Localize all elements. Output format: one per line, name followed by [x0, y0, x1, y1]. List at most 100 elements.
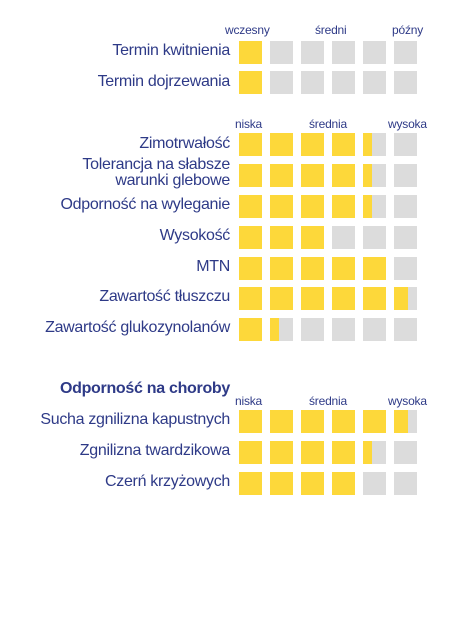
rating-cell: [270, 410, 293, 433]
rating-cell-fill: [270, 257, 293, 280]
rating-cell: [394, 441, 417, 464]
rating-cell-fill: [270, 226, 293, 249]
rating-cell: [332, 287, 355, 310]
trait-label-line: warunki glebowe: [115, 172, 230, 189]
rating-cell: [363, 318, 386, 341]
rating-cell: [363, 133, 386, 156]
rating-cell: [363, 410, 386, 433]
rating-cell-fill: [363, 133, 373, 156]
rating-cell: [363, 226, 386, 249]
rating-cell-fill: [301, 195, 324, 218]
rating-cell-fill: [363, 287, 386, 310]
rating-cell: [332, 472, 355, 495]
rating-cell: [239, 318, 262, 341]
rating-cell-fill: [332, 133, 355, 156]
rating-cell-fill: [270, 287, 293, 310]
rating-cell-fill: [332, 472, 355, 495]
rating-cell: [239, 472, 262, 495]
rating-cell: [332, 164, 355, 187]
rating-cell: [270, 441, 293, 464]
rating-cell-fill: [332, 287, 355, 310]
rating-cell: [239, 41, 262, 64]
rating-cell-fill: [332, 195, 355, 218]
rating-cell-fill: [270, 410, 293, 433]
rating-cell: [239, 133, 262, 156]
rating-cell: [301, 472, 324, 495]
scale-label-low: niska: [235, 394, 263, 408]
rating-cell: [301, 287, 324, 310]
rating-cell-fill: [363, 257, 386, 280]
trait-label-height: Wysokość: [159, 227, 231, 244]
rating-cell: [394, 410, 417, 433]
scale-label-medium: średni: [315, 23, 347, 37]
rating-cell: [270, 41, 293, 64]
rating-cell: [301, 71, 324, 94]
rating-cell: [363, 41, 386, 64]
rating-cell-fill: [239, 318, 262, 341]
rating-cell-fill: [270, 164, 293, 187]
rating-cell: [301, 410, 324, 433]
rating-bar: [239, 71, 417, 94]
rating-cell-fill: [332, 164, 355, 187]
scale-label-late: późny: [392, 23, 424, 37]
rating-cell: [394, 287, 417, 310]
rating-cell-fill: [239, 133, 262, 156]
rating-cell: [270, 226, 293, 249]
rating-cell: [270, 164, 293, 187]
rating-cell-fill: [270, 441, 293, 464]
rating-cell-fill: [270, 472, 293, 495]
rating-cell: [363, 472, 386, 495]
rating-cell: [332, 71, 355, 94]
rating-cell: [363, 71, 386, 94]
rating-cell: [301, 41, 324, 64]
rating-cell-fill: [270, 318, 280, 341]
disease-label-blackleg: Sucha zgnilizna kapustnych: [40, 411, 230, 428]
rating-cell: [301, 441, 324, 464]
rating-cell-fill: [239, 195, 262, 218]
rating-bar: [239, 257, 417, 280]
rating-cell: [270, 133, 293, 156]
rating-bar: [239, 441, 417, 464]
rating-cell-fill: [363, 410, 386, 433]
rating-cell: [301, 257, 324, 280]
rating-cell-fill: [363, 164, 373, 187]
rating-cell: [363, 287, 386, 310]
scale-label-early: wczesny: [225, 23, 270, 37]
rating-cell-fill: [363, 195, 373, 218]
rating-cell: [239, 164, 262, 187]
rating-bar: [239, 318, 417, 341]
scale-label-medium: średnia: [309, 394, 347, 408]
rating-bar: [239, 226, 417, 249]
rating-cell-fill: [301, 287, 324, 310]
rating-cell: [394, 133, 417, 156]
rating-cell: [239, 410, 262, 433]
rating-cell: [239, 441, 262, 464]
rating-bar: [239, 472, 417, 495]
rating-cell: [363, 164, 386, 187]
scale-label-medium: średnia: [309, 117, 347, 131]
rating-cell-fill: [301, 133, 324, 156]
rating-cell-fill: [239, 257, 262, 280]
rating-bar: [239, 287, 417, 310]
rating-bar: [239, 164, 417, 187]
rating-cell: [270, 287, 293, 310]
rating-cell: [332, 133, 355, 156]
rating-bar: [239, 410, 417, 433]
rating-cell-fill: [363, 441, 373, 464]
trait-label-flowering-time: Termin kwitnienia: [112, 42, 230, 59]
rating-cell-fill: [301, 410, 324, 433]
rating-cell-fill: [239, 71, 262, 94]
rating-cell: [394, 226, 417, 249]
rating-cell-fill: [301, 226, 324, 249]
rating-bar: [239, 195, 417, 218]
rating-cell-fill: [332, 441, 355, 464]
section-heading-disease-resistance: Odporność na choroby: [59, 380, 230, 397]
rating-cell-fill: [394, 287, 408, 310]
rating-cell: [394, 472, 417, 495]
disease-label-sclerotinia: Zgnilizna twardzikowa: [79, 442, 231, 459]
rating-cell: [301, 195, 324, 218]
rating-cell: [332, 41, 355, 64]
disease-label-alternaria: Czerń krzyżowych: [104, 473, 230, 490]
rating-bar: [239, 41, 417, 64]
rating-cell-fill: [332, 410, 355, 433]
